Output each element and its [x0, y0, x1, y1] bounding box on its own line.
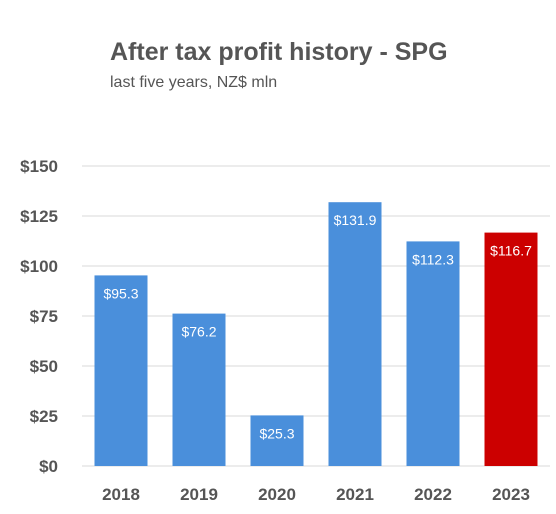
- y-tick-label: $0: [39, 457, 58, 476]
- y-tick-label: $125: [20, 207, 58, 226]
- x-tick-label-2020: 2020: [258, 485, 296, 504]
- bar-2019: [172, 313, 226, 466]
- y-tick-label: $75: [30, 307, 58, 326]
- bar-2021: [328, 202, 382, 466]
- x-tick-label-2018: 2018: [102, 485, 140, 504]
- x-tick-label-2021: 2021: [336, 485, 374, 504]
- bar-2018: [94, 275, 148, 466]
- data-labels: $95.3 $76.2 $25.3 $131.9 $112.3 $116.7: [103, 212, 532, 441]
- bars: [94, 202, 538, 466]
- chart-subtitle: last five years, NZ$ mln: [110, 74, 278, 91]
- bar-2023: [484, 232, 538, 466]
- y-axis-ticks: $0 $25 $50 $75 $100 $125 $150: [20, 157, 58, 476]
- y-tick-label: $25: [30, 407, 58, 426]
- y-tick-label: $50: [30, 357, 58, 376]
- x-tick-label-2019: 2019: [180, 485, 218, 504]
- y-tick-label: $100: [20, 257, 58, 276]
- data-label-2021: $131.9: [334, 212, 377, 228]
- x-tick-label-2023: 2023: [492, 485, 530, 504]
- data-label-2019: $76.2: [181, 324, 216, 340]
- data-label-2018: $95.3: [103, 285, 138, 301]
- data-label-2023: $116.7: [490, 243, 532, 259]
- chart-title: After tax profit history - SPG: [110, 38, 448, 66]
- bar-2020: [250, 415, 304, 466]
- x-axis-ticks: 2018 2019 2020 2021 2022 2023: [102, 485, 530, 504]
- data-label-2020: $25.3: [259, 425, 294, 441]
- data-label-2022: $112.3: [412, 251, 454, 267]
- gridlines: [82, 165, 550, 467]
- y-tick-label: $150: [20, 157, 58, 176]
- bar-2022: [406, 241, 460, 466]
- x-tick-label-2022: 2022: [414, 485, 452, 504]
